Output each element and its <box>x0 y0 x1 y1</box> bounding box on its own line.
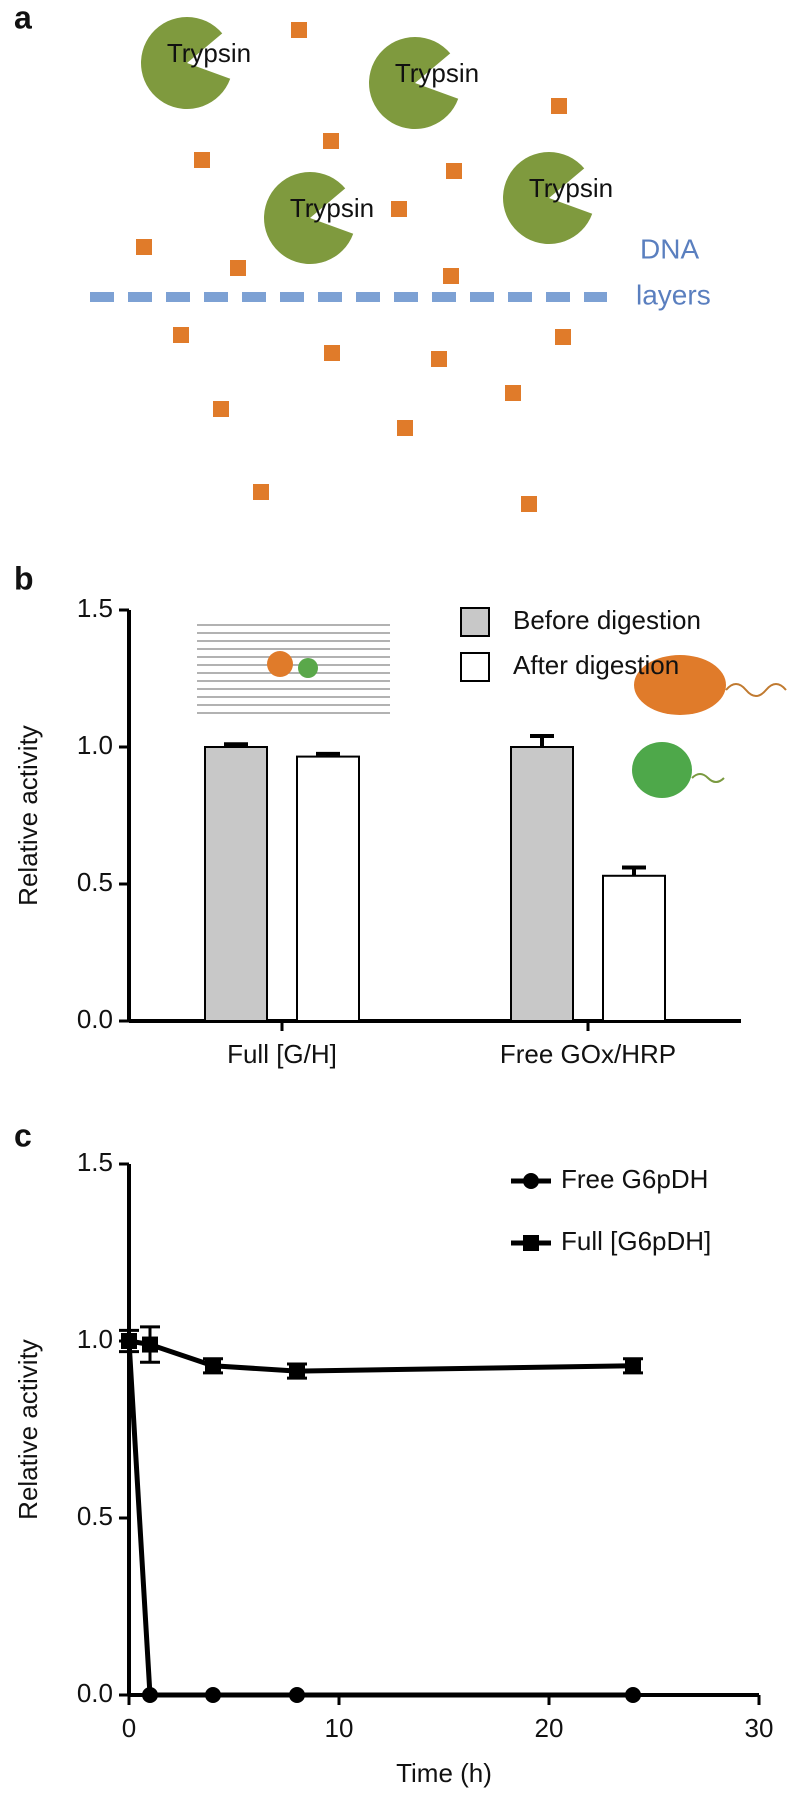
substrate <box>443 268 459 284</box>
x-tick-label: 0 <box>122 1713 136 1743</box>
trypsin-label: Trypsin <box>529 173 613 203</box>
legend-marker <box>523 1235 539 1251</box>
trypsin-shape <box>502 151 593 244</box>
trypsin-label: Trypsin <box>167 38 251 68</box>
substrate <box>551 98 567 114</box>
substrate <box>253 484 269 500</box>
substrate <box>446 163 462 179</box>
y-tick-label: 1.5 <box>77 593 113 623</box>
error-bar <box>530 734 554 747</box>
marker <box>121 1333 137 1349</box>
bar <box>510 746 574 1022</box>
marker <box>289 1687 305 1703</box>
bar <box>296 755 360 1023</box>
layer-label: layers <box>636 279 711 310</box>
legend-label: After digestion <box>513 650 679 680</box>
substrate <box>397 420 413 436</box>
data-line <box>126 1340 633 1698</box>
bar <box>204 746 268 1022</box>
marker <box>142 1687 158 1703</box>
legend-marker <box>523 1173 539 1189</box>
substrate <box>391 201 407 217</box>
x-tick-label: 30 <box>745 1713 774 1743</box>
x-axis-label: Time (h) <box>396 1758 492 1788</box>
panel-label: a <box>14 0 32 35</box>
marker <box>205 1357 221 1374</box>
error-bar <box>316 751 340 757</box>
trypsin-shape <box>368 36 459 129</box>
trypsin-label: Trypsin <box>395 58 479 88</box>
substrate <box>555 329 571 345</box>
substrate <box>323 133 339 149</box>
trypsin-shape <box>264 171 354 264</box>
trypsin-label: Trypsin <box>290 193 374 223</box>
legend-swatch <box>460 607 490 637</box>
bar <box>602 874 666 1023</box>
legend-label: Full [G6pDH] <box>561 1226 711 1256</box>
substrate <box>194 152 210 168</box>
marker <box>625 1687 641 1703</box>
y-tick-label: 0.5 <box>77 1501 113 1531</box>
trypsin-shape <box>141 17 231 109</box>
y-axis-label: Relative activity <box>13 725 43 906</box>
y-tick-label: 1.5 <box>77 1147 113 1177</box>
substrate <box>136 239 152 255</box>
substrate <box>521 496 537 512</box>
marker <box>625 1357 641 1374</box>
substrate <box>505 385 521 401</box>
x-tick-label: 10 <box>325 1713 354 1743</box>
y-tick-label: 0.0 <box>77 1678 113 1708</box>
y-tick-label: 0.0 <box>77 1004 113 1034</box>
x-tick-label: 20 <box>535 1713 564 1743</box>
error-bar <box>622 865 646 876</box>
diagram: DNA layers Trypsin Trypsin Trypsin Trypsin <box>90 17 711 512</box>
data-line <box>128 1338 634 1374</box>
layer-label: DNA <box>640 233 699 264</box>
substrate <box>173 327 189 343</box>
y-tick-label: 1.0 <box>77 1324 113 1354</box>
inset-scaffold <box>197 624 787 798</box>
legend-swatch <box>460 652 490 682</box>
substrate <box>324 345 340 361</box>
y-axis-label: Relative activity <box>13 1339 43 1520</box>
panel-label: b <box>14 560 34 596</box>
marker <box>142 1336 158 1353</box>
substrate <box>291 22 307 38</box>
x-tick-label: Full [G/H] <box>227 1039 337 1069</box>
substrate <box>431 351 447 367</box>
panel-label: c <box>14 1117 32 1153</box>
substrate <box>213 401 229 417</box>
marker <box>205 1687 221 1703</box>
error-bar <box>224 742 248 747</box>
legend-label: Before digestion <box>513 605 701 635</box>
y-tick-label: 1.0 <box>77 730 113 760</box>
legend-label: Free G6pDH <box>561 1164 708 1194</box>
marker <box>289 1363 305 1380</box>
x-tick-label: Free GOx/HRP <box>500 1039 676 1069</box>
substrate <box>230 260 246 276</box>
y-tick-label: 0.5 <box>77 867 113 897</box>
